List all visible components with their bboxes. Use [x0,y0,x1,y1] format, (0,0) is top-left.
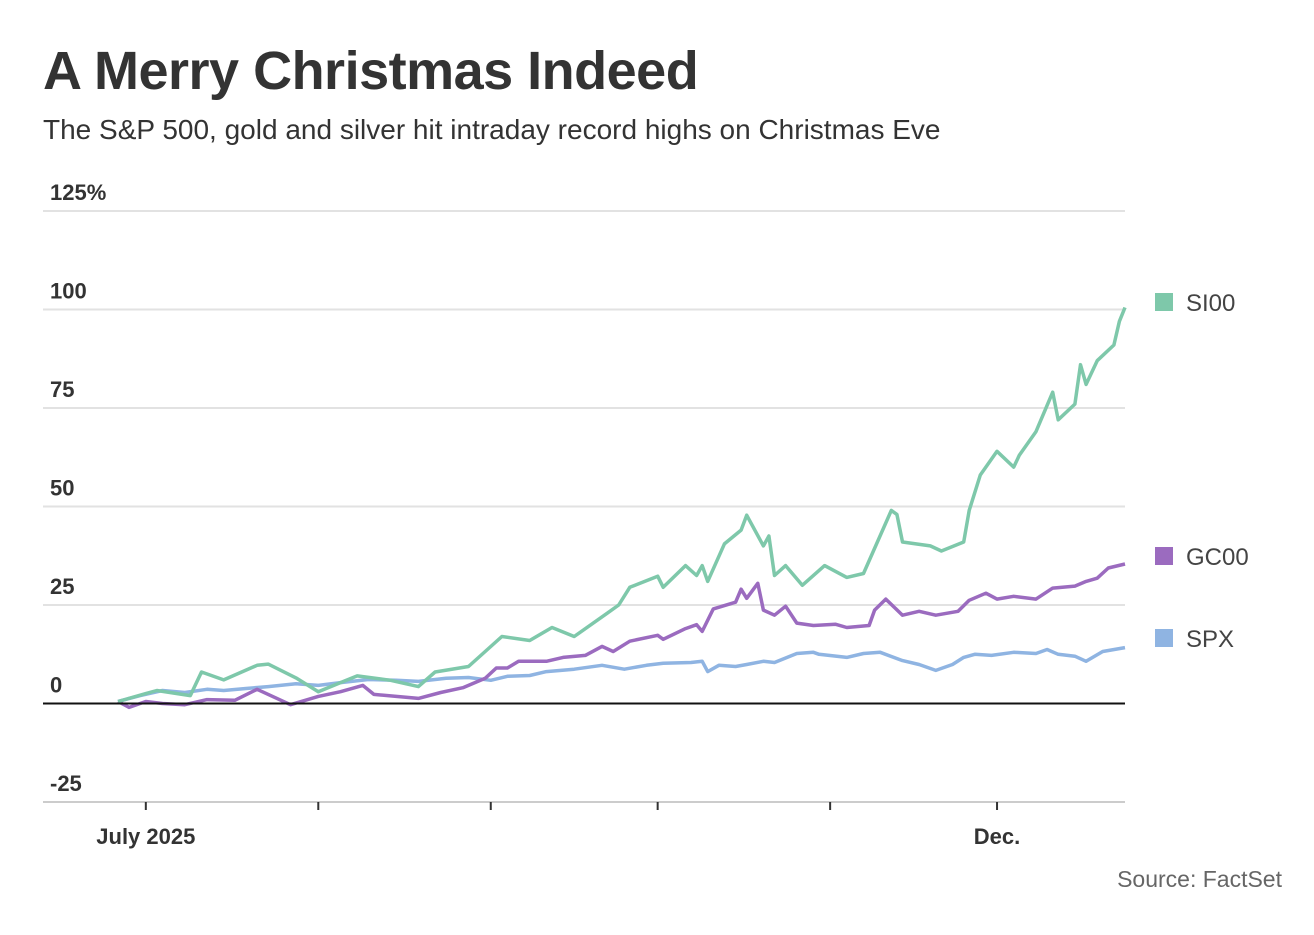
y-tick-label: -25 [50,771,82,796]
y-tick-label: 125% [50,180,106,205]
legend-label-gc00: GC00 [1186,544,1249,571]
gridlines [43,210,1125,803]
chart-title: A Merry Christmas Indeed [43,41,699,101]
x-tick-label: July 2025 [96,824,195,849]
legend-label-si00: SI00 [1186,290,1235,317]
x-axis: July 2025 Dec. [96,802,1020,849]
legend-swatch-spx [1155,629,1173,647]
series-line-si00 [117,306,1127,704]
chart-subtitle: The S&P 500, gold and silver hit intrada… [43,114,941,145]
y-axis-labels: 125% 100 75 50 25 0 -25 [50,180,106,796]
series-lines [117,306,1127,710]
y-tick-label: 100 [50,279,87,304]
legend-swatch-si00 [1155,293,1173,311]
legend-swatch-gc00 [1155,547,1173,565]
legend: SI00 GC00 SPX [1155,290,1249,653]
source-note: Source: FactSet [1117,866,1282,892]
x-tick-label: Dec. [974,824,1020,849]
y-tick-label: 75 [50,377,74,402]
y-tick-label: 50 [50,476,74,501]
y-tick-label: 25 [50,574,74,599]
y-tick-label: 0 [50,673,62,698]
series-line-spx [117,645,1126,704]
legend-label-spx: SPX [1186,626,1234,653]
series-line-gc00 [117,562,1126,710]
